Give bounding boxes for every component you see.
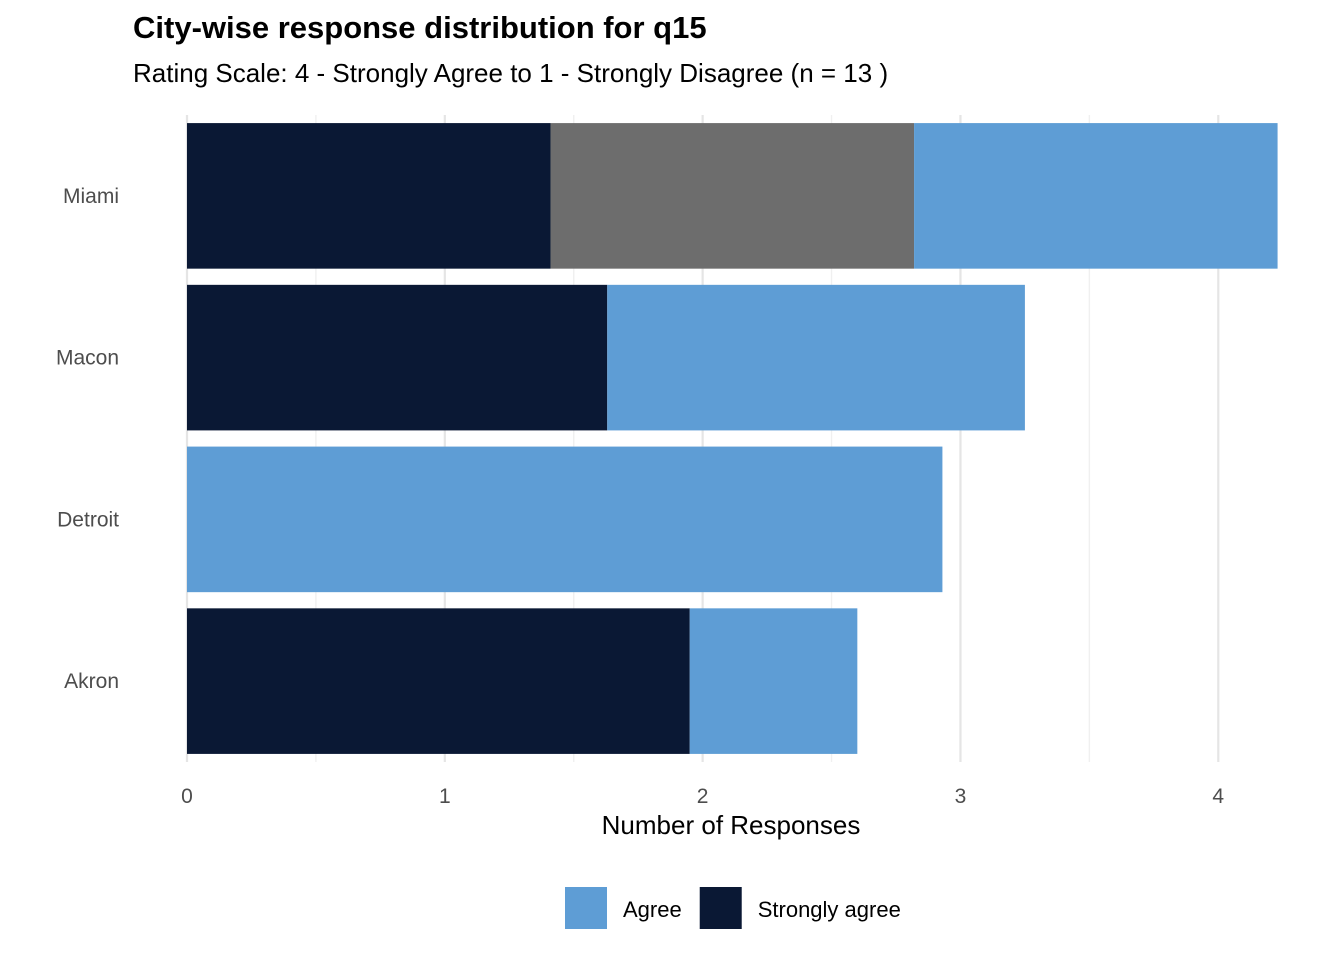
chart-subtitle: Rating Scale: 4 - Strongly Agree to 1 - … (133, 58, 889, 88)
chart-title: City-wise response distribution for q15 (133, 10, 707, 45)
y-tick-label: Miami (63, 185, 119, 208)
bar-detroit-series-2 (187, 446, 943, 593)
bar-miami-series-0 (187, 123, 551, 269)
y-tick-label: Macon (56, 347, 119, 370)
x-tick-label: 1 (439, 785, 451, 808)
y-tick-label: Akron (64, 670, 119, 693)
bar-macon-series-2 (607, 284, 1025, 431)
bar-miami-series-1 (550, 123, 915, 269)
x-axis-title: Number of Responses (602, 810, 861, 840)
bar-akron-series-2 (689, 608, 858, 754)
x-tick-label: 0 (181, 785, 193, 808)
y-axis-ticks: Akron Detroit Macon Miami (56, 185, 119, 693)
x-tick-label: 4 (1212, 785, 1224, 808)
legend-swatch (565, 887, 607, 929)
legend-swatch (699, 887, 742, 929)
x-axis-ticks: 0 1 2 3 4 (181, 785, 1224, 808)
bar-akron-series-0 (187, 608, 690, 754)
y-tick-label: Detroit (57, 508, 119, 531)
bar-macon-series-0 (187, 284, 608, 431)
bar-miami-series-2 (914, 123, 1278, 269)
legend-label: Strongly agree (758, 897, 901, 922)
legend-label: Agree (623, 897, 682, 922)
x-tick-label: 3 (955, 785, 967, 808)
x-tick-label: 2 (697, 785, 709, 808)
legend: Agree Strongly agree (565, 887, 901, 929)
bars (187, 123, 1278, 754)
